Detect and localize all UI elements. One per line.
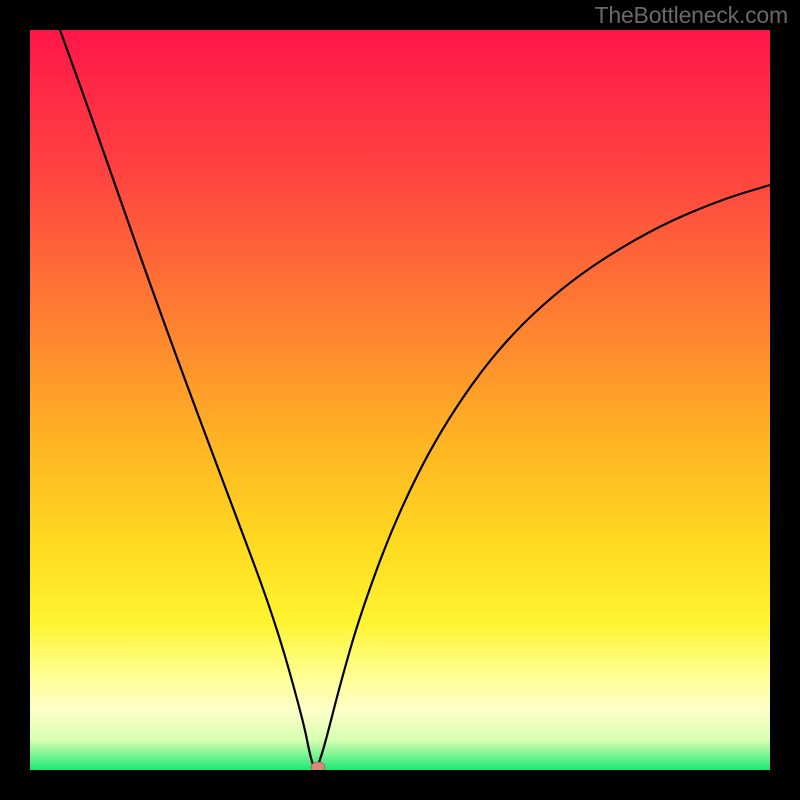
- bottleneck-chart: [0, 0, 800, 800]
- watermark-text: TheBottleneck.com: [595, 2, 788, 29]
- chart-container: TheBottleneck.com: [0, 0, 800, 800]
- plot-background: [30, 30, 770, 770]
